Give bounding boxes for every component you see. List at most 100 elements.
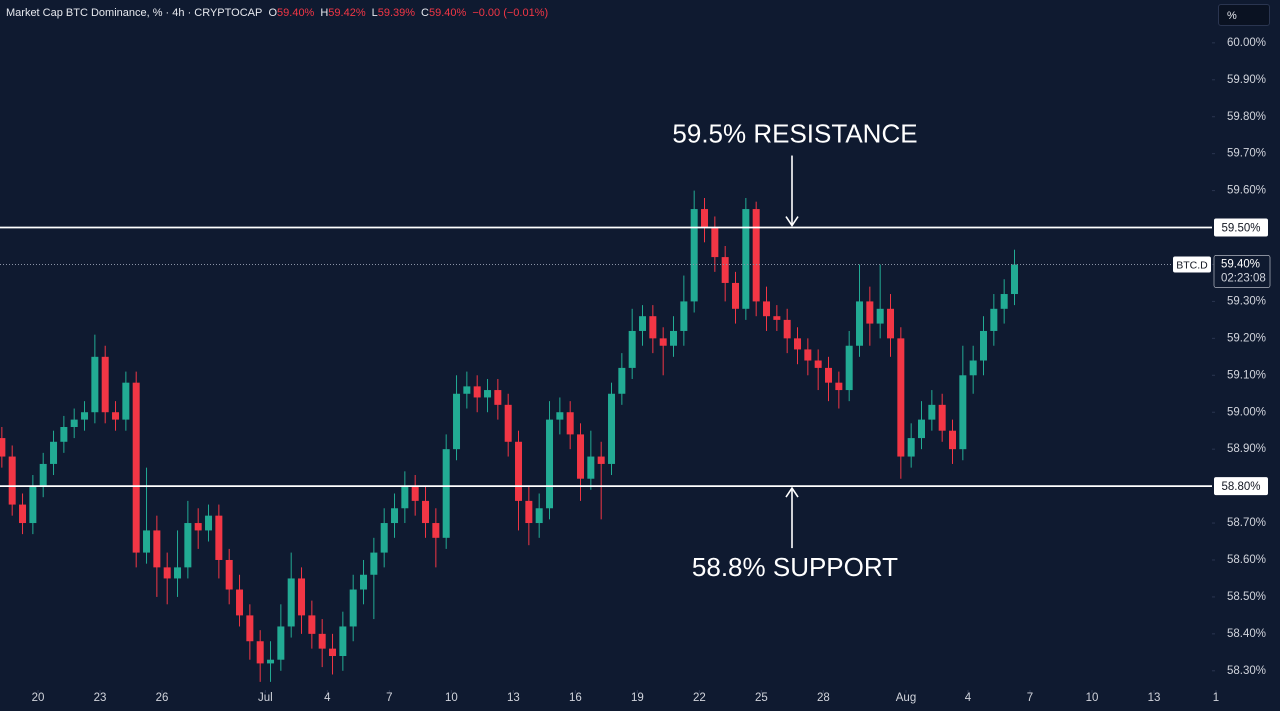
candle-body (349, 589, 357, 627)
candle-body (783, 319, 791, 339)
x-tick-label: 7 (1027, 692, 1033, 704)
y-tick-label: 60.00% (1227, 37, 1266, 49)
candle-body (969, 360, 977, 376)
ohlc-values: O59.40% H59.42% L59.39% C59.40% (268, 7, 472, 19)
chart-header: Market Cap BTC Dominance, % · 4h · CRYPT… (6, 7, 554, 19)
candle-body (649, 316, 657, 339)
candle-body (959, 375, 967, 450)
candle-body (876, 308, 884, 324)
candle-body (422, 500, 430, 524)
candle-body (1011, 264, 1019, 295)
x-tick-label: 13 (1148, 692, 1161, 704)
candle-body (897, 338, 905, 457)
chart-title: Market Cap BTC Dominance, % · 4h · CRYPT… (6, 7, 263, 19)
candle-body (318, 633, 326, 649)
y-tick-label: 59.30% (1227, 295, 1266, 307)
candle-body (856, 301, 864, 346)
ohlc-value: 59.40% (277, 7, 315, 19)
candle-body (8, 456, 16, 505)
level-label-box (1214, 477, 1268, 496)
candle-body (81, 412, 89, 420)
candle-body (525, 500, 533, 524)
candle-body (184, 523, 192, 568)
candle-body (670, 330, 678, 346)
candle-body (432, 523, 440, 538)
candle-body (990, 308, 998, 331)
candle-body (380, 523, 388, 553)
series-tag-box (1173, 256, 1211, 273)
ohlc-key: C (421, 7, 429, 19)
level-label: 59.50% (1221, 223, 1260, 235)
candle-body (391, 508, 399, 524)
candle-body (887, 308, 895, 339)
candle-body (143, 530, 151, 553)
candle-body (618, 367, 626, 394)
candle-body (153, 530, 161, 568)
last-price-label: 59.40% (1221, 259, 1260, 271)
candle-body (535, 508, 543, 524)
candle-body (680, 301, 688, 331)
candle-body (504, 404, 512, 442)
candle-body (794, 338, 802, 350)
x-tick-label: 25 (755, 692, 768, 704)
candle-body (1000, 294, 1008, 309)
y-tick-label: 59.70% (1227, 148, 1266, 160)
candle-body (473, 386, 481, 398)
candle-body (463, 386, 471, 394)
candle-body (132, 382, 140, 553)
candle-body (215, 515, 223, 560)
candle-body (628, 330, 636, 368)
candle-body (556, 412, 564, 420)
candle-body (91, 356, 99, 413)
candle-body (907, 438, 915, 457)
series-tag: BTC.D (1176, 259, 1208, 271)
y-tick-label: 59.20% (1227, 332, 1266, 344)
countdown: 02:23:08 (1221, 273, 1266, 285)
candle-body (122, 382, 130, 420)
candle-body (29, 486, 37, 524)
ohlc-key: H (320, 7, 329, 19)
level-label-box (1214, 218, 1268, 237)
candle-body (246, 615, 254, 642)
candle-body (597, 456, 605, 464)
candle-body (690, 209, 698, 302)
candle-body (298, 578, 306, 616)
y-tick-label: 59.00% (1227, 406, 1266, 418)
x-tick-label: Jul (258, 692, 273, 704)
candle-body (587, 456, 595, 479)
x-tick-label: 22 (693, 692, 706, 704)
y-tick-label: 58.90% (1227, 443, 1266, 455)
scale-button[interactable]: % (1218, 4, 1270, 26)
candle-body (701, 209, 709, 228)
x-tick-label: 10 (445, 692, 458, 704)
candle-body (267, 659, 275, 664)
x-tick-label: 23 (94, 692, 107, 704)
level-label: 58.80% (1221, 481, 1260, 493)
candle-body (225, 559, 233, 590)
candle-body (546, 419, 554, 509)
candle-body (50, 441, 58, 464)
candle-body (763, 301, 771, 317)
candle-body (101, 356, 109, 413)
candle-body (236, 589, 244, 616)
candle-body (608, 393, 616, 464)
candle-body (0, 438, 6, 457)
candle-body (639, 316, 647, 331)
candle-body (835, 382, 843, 391)
candle-body (60, 427, 68, 442)
candle-body (494, 390, 502, 405)
x-tick-label: 16 (569, 692, 582, 704)
candle-body (980, 330, 988, 361)
x-tick-label: 26 (156, 692, 169, 704)
candle-body (256, 641, 264, 664)
candle-body (577, 434, 585, 479)
candle-body (949, 430, 957, 450)
arrow-head (785, 216, 799, 227)
x-tick-label: 1 (1213, 692, 1219, 704)
x-tick-label: 10 (1086, 692, 1099, 704)
candle-body (752, 209, 760, 302)
annotation: 58.8% SUPPORT (692, 552, 898, 582)
ohlc-key: L (371, 7, 378, 19)
